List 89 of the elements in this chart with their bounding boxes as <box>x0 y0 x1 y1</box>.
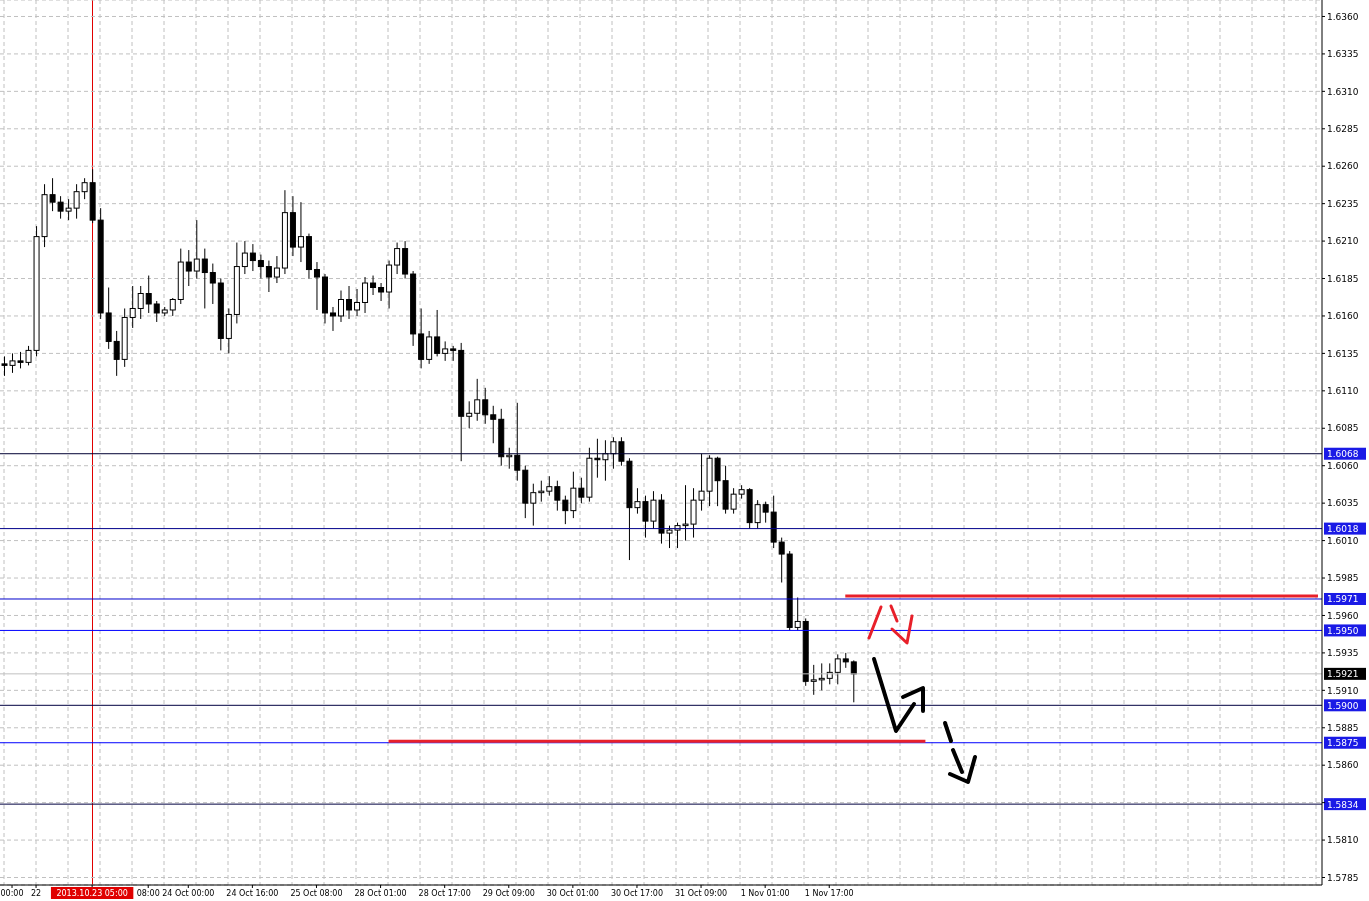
candlestick <box>185 249 192 287</box>
candlestick <box>850 659 857 703</box>
x-tick-label: 22 <box>30 889 42 898</box>
x-tick-label: 08:00 <box>136 889 160 898</box>
x-tick-label: 28 Oct 17:00 <box>418 889 471 898</box>
candlestick <box>346 285 353 320</box>
y-tick-label: 1.5910 <box>1327 685 1359 696</box>
y-tick-label: 1.6335 <box>1327 49 1359 60</box>
candlestick <box>474 378 481 422</box>
candlestick <box>378 282 385 302</box>
candlestick <box>330 306 336 332</box>
candlestick <box>209 263 216 305</box>
y-tick-label: 1.6135 <box>1327 348 1359 359</box>
ref-line-label: 1.6068 <box>1327 449 1359 460</box>
y-tick-label: 1.6185 <box>1327 273 1359 284</box>
x-tick-label: 1 Nov 17:00 <box>804 889 854 898</box>
candlestick <box>137 285 144 320</box>
ref-line-label: 1.5900 <box>1327 700 1359 711</box>
x-tick-label: 2013.10.23 05:00 <box>56 889 128 898</box>
candlestick <box>810 664 817 696</box>
candlestick <box>794 596 801 631</box>
y-tick-label: 1.5785 <box>1327 872 1359 883</box>
x-tick-label: 29 Oct 09:00 <box>482 889 535 898</box>
candlestick <box>490 405 497 444</box>
candlestick <box>193 219 200 280</box>
candlestick <box>546 475 553 497</box>
ref-line-label: 1.5971 <box>1327 594 1359 605</box>
y-tick-label: 1.6035 <box>1327 498 1359 509</box>
candlestick <box>313 261 320 311</box>
candlestick <box>257 254 264 280</box>
y-tick-label: 1.5935 <box>1327 648 1359 659</box>
ref-line-label: 1.5921 <box>1327 669 1359 680</box>
candlestick <box>249 243 256 272</box>
y-tick-label: 1.6110 <box>1327 386 1359 397</box>
x-tick-label: 28 Oct 01:00 <box>354 889 407 898</box>
y-tick-label: 1.5885 <box>1327 722 1359 733</box>
y-tick-label: 1.5810 <box>1327 835 1359 846</box>
x-tick-label: 24 Oct 00:00 <box>162 889 215 898</box>
candlestick <box>354 288 361 317</box>
x-tick-label: 24 Oct 16:00 <box>226 889 279 898</box>
y-tick-label: 1.5985 <box>1327 573 1359 584</box>
x-tick-label: 25 Oct 08:00 <box>290 889 343 898</box>
candlestick <box>145 275 152 314</box>
y-tick-label: 1.6310 <box>1327 86 1359 97</box>
candlestick <box>554 480 561 512</box>
candlestick <box>225 307 232 354</box>
candlestick <box>338 290 345 323</box>
candlestick <box>201 248 208 309</box>
candlestick <box>778 537 785 584</box>
x-tick-label: 30 Oct 17:00 <box>610 889 664 898</box>
y-tick-label: 1.6360 <box>1327 11 1359 22</box>
x-tick-label: 1 Nov 01:00 <box>740 889 790 898</box>
ref-line-label: 1.5834 <box>1327 799 1359 810</box>
candlestick <box>482 387 489 425</box>
x-tick-label: 30 Oct 01:00 <box>546 889 599 898</box>
candlestick <box>297 201 304 263</box>
candlestick <box>530 483 537 527</box>
candlestick <box>370 275 377 296</box>
candlestick <box>265 260 272 293</box>
candlestick <box>834 653 841 685</box>
candlestick <box>362 276 369 314</box>
y-tick-label: 1.6260 <box>1327 161 1359 172</box>
candlestick <box>562 495 569 525</box>
y-tick-label: 1.5860 <box>1327 760 1359 771</box>
candlestick <box>241 240 248 275</box>
candlestick <box>466 400 473 429</box>
candlestick <box>113 330 120 377</box>
y-tick-label: 1.6010 <box>1327 535 1359 546</box>
x-tick-label: 31 Oct 09:00 <box>674 889 728 898</box>
candlestick <box>762 501 769 524</box>
candlestick <box>434 309 441 357</box>
candlestick <box>153 300 160 323</box>
x-tick-label: 00:00 <box>0 889 24 898</box>
y-tick-label: 1.6285 <box>1327 123 1359 134</box>
candlestick <box>426 330 433 365</box>
y-tick-label: 1.6235 <box>1327 198 1359 209</box>
candlestick <box>394 242 401 275</box>
ref-line-label: 1.6018 <box>1327 524 1359 535</box>
y-tick-label: 1.6085 <box>1327 423 1359 434</box>
y-tick-label: 1.5960 <box>1327 610 1359 621</box>
y-tick-label: 1.6060 <box>1327 460 1359 471</box>
candlestick <box>273 255 280 284</box>
ref-line-label: 1.5950 <box>1327 625 1359 636</box>
y-tick-label: 1.6210 <box>1327 236 1359 247</box>
candlestick <box>514 402 521 482</box>
y-tick-label: 1.6160 <box>1327 311 1359 322</box>
candlestick <box>442 340 449 362</box>
candlestick <box>129 285 136 329</box>
ref-line-label: 1.5875 <box>1327 738 1359 749</box>
